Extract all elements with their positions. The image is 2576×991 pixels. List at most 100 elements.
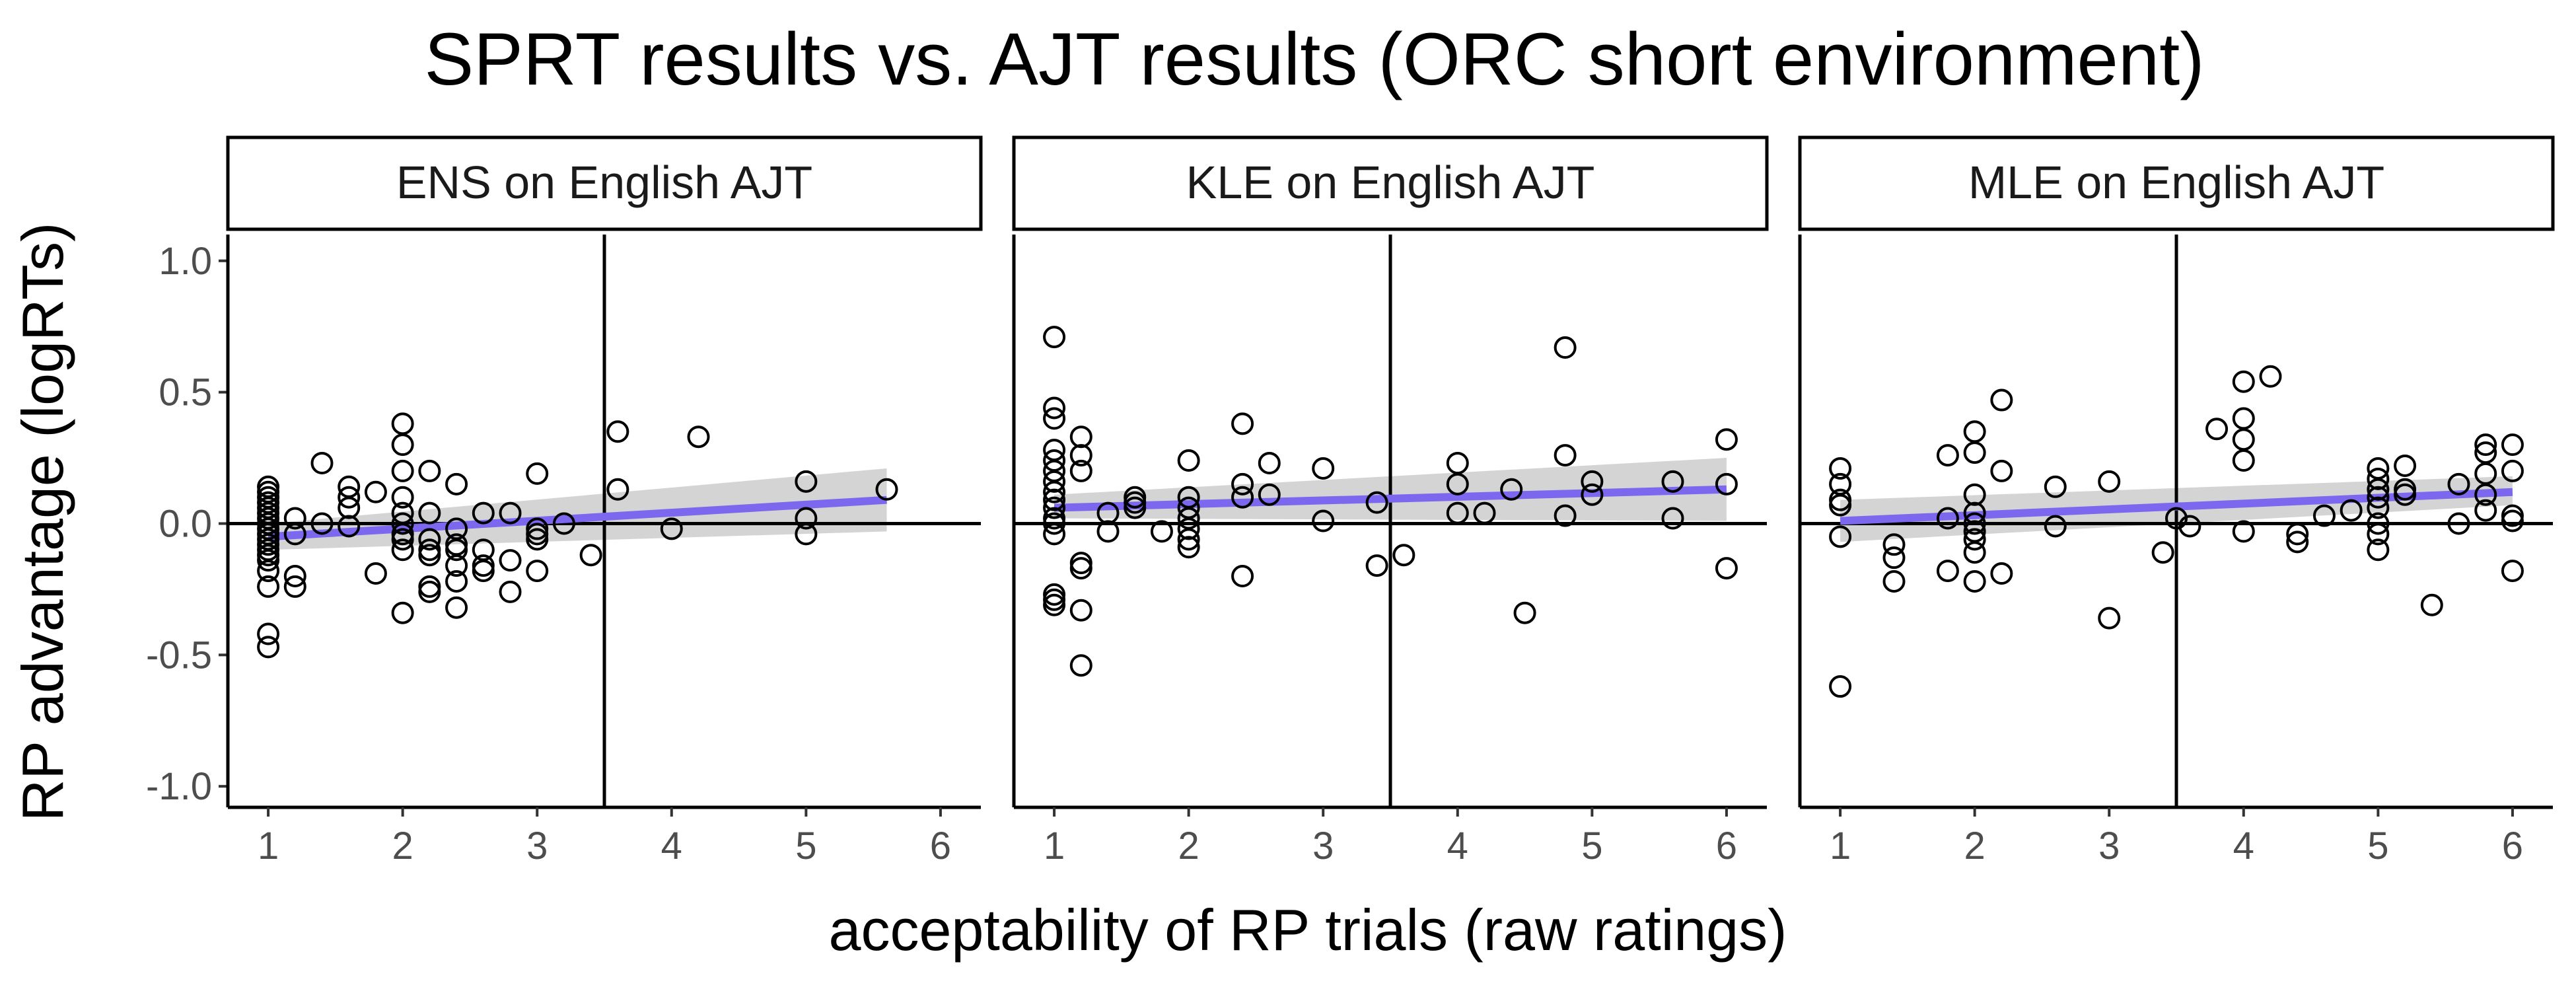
facet-strip-label: ENS on English AJT: [396, 157, 812, 208]
x-tick-label: 4: [2233, 825, 2254, 867]
data-point: [526, 528, 549, 551]
data-point: [499, 501, 522, 525]
data-point: [1446, 472, 1469, 495]
data-point: [1069, 599, 1092, 622]
data-point: [2340, 499, 2363, 522]
data-point: [1715, 428, 1738, 451]
data-point: [1177, 528, 1200, 551]
x-tick-label: 2: [1964, 825, 1986, 867]
data-point: [391, 433, 414, 457]
x-tick-label: 5: [1581, 825, 1602, 867]
data-point: [2367, 512, 2390, 535]
data-point: [1069, 425, 1092, 449]
data-point: [1963, 569, 1986, 593]
data-point: [1231, 472, 1254, 495]
data-point: [1258, 483, 1281, 506]
data-point: [2232, 449, 2255, 472]
data-point: [1043, 523, 1066, 546]
data-point: [1829, 494, 1852, 517]
data-point: [1581, 470, 1604, 493]
data-point: [445, 596, 468, 619]
data-point: [2474, 483, 2497, 506]
data-point: [391, 412, 414, 435]
data-point: [606, 420, 629, 443]
data-point: [283, 507, 306, 530]
data-point: [1829, 525, 1852, 548]
data-point: [660, 517, 683, 540]
data-point: [499, 549, 522, 572]
data-point: [1882, 569, 1906, 593]
data-point: [1882, 546, 1906, 569]
data-point: [1069, 654, 1092, 677]
data-point: [391, 486, 414, 509]
data-point: [1963, 420, 1986, 443]
y-tick-label: 1.0: [159, 240, 212, 283]
data-point: [283, 565, 306, 588]
regression-line: [268, 495, 887, 541]
data-point: [257, 622, 280, 645]
data-point: [526, 462, 549, 485]
x-tick-label: 6: [2502, 825, 2523, 867]
data-point: [1043, 593, 1066, 616]
data-point: [795, 507, 818, 530]
data-point: [526, 560, 549, 583]
data-point: [2286, 523, 2309, 546]
data-point: [1043, 326, 1066, 349]
data-point: [364, 562, 387, 585]
x-tick-label: 2: [1178, 825, 1199, 867]
data-point: [2044, 475, 2067, 498]
data-point: [338, 515, 361, 538]
data-point: [1312, 509, 1335, 532]
data-point: [2367, 467, 2390, 490]
facet-strip: [1012, 135, 1769, 231]
data-point: [2232, 428, 2255, 451]
data-point: [257, 560, 280, 583]
data-point: [606, 478, 629, 501]
x-tick-label: 2: [392, 825, 413, 867]
data-point: [338, 486, 361, 509]
facet-panel: ENS on English AJT 1 2 3 4 5 6: [226, 135, 983, 867]
data-point: [1177, 449, 1200, 472]
data-point: [1043, 407, 1066, 430]
x-axis-title: acceptability of RP trials (raw ratings): [829, 897, 1787, 963]
data-point: [1043, 480, 1066, 503]
data-point: [1069, 459, 1092, 482]
data-point: [1936, 507, 1959, 530]
data-point: [2367, 496, 2390, 519]
data-point: [2501, 459, 2524, 482]
y-axis-title: RP advantage (logRTs): [10, 223, 75, 822]
x-tick-label: 4: [1447, 825, 1468, 867]
data-point: [1124, 496, 1147, 519]
data-point: [1473, 501, 1496, 525]
y-tick-label: -1.0: [146, 765, 212, 808]
data-point: [1365, 554, 1388, 577]
data-point: [1963, 501, 1986, 525]
data-point: [687, 425, 710, 449]
facet-strip: [1798, 135, 2555, 231]
data-point: [579, 544, 602, 567]
data-point: [2286, 531, 2309, 554]
data-point: [1554, 504, 1577, 527]
data-point: [2367, 486, 2390, 509]
data-point: [2205, 418, 2229, 441]
data-point: [1177, 536, 1200, 559]
data-point: [1043, 470, 1066, 493]
data-point: [1043, 488, 1066, 511]
data-point: [2501, 433, 2524, 457]
data-point: [2044, 515, 2067, 538]
data-point: [2178, 515, 2201, 538]
data-point: [418, 528, 441, 551]
data-point: [2151, 541, 2174, 564]
data-point: [257, 636, 280, 659]
data-point: [1661, 470, 1684, 493]
data-point: [2259, 365, 2282, 388]
data-point: [1963, 483, 1986, 506]
data-point: [1069, 444, 1092, 467]
facet-panel: KLE on English AJT 1 2 3 4 5 6: [1012, 135, 1769, 867]
data-point: [257, 549, 280, 572]
data-point: [283, 575, 306, 598]
data-point: [472, 560, 495, 583]
data-point: [445, 472, 468, 495]
data-point: [1715, 472, 1738, 495]
data-point: [2394, 483, 2417, 506]
